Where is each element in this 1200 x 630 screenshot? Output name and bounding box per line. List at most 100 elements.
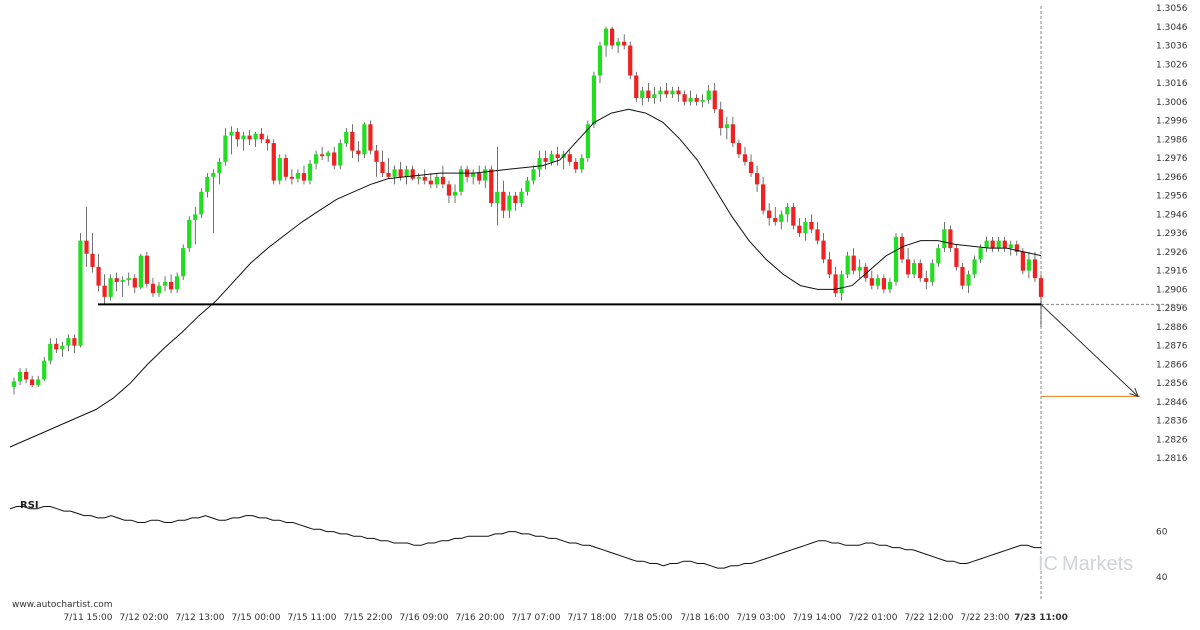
- candle-body: [803, 221, 808, 234]
- candle-body: [573, 161, 578, 170]
- candle-body: [549, 154, 554, 162]
- candle-body: [658, 90, 663, 95]
- candle-body: [295, 173, 301, 179]
- time-tick-label: 7/18 05:00: [623, 613, 672, 623]
- time-tick-label: 7/11 15:00: [63, 613, 112, 623]
- candlesticks: [11, 26, 1044, 395]
- price-tick-label: 1.2936: [1156, 229, 1188, 239]
- candle-body: [966, 274, 971, 286]
- candle-body: [241, 135, 246, 140]
- candle-body: [863, 266, 868, 279]
- candle-body: [235, 131, 240, 140]
- candle-body: [984, 240, 989, 249]
- candle-body: [283, 158, 288, 177]
- candle-body: [676, 90, 681, 95]
- candle-body: [634, 75, 639, 99]
- candle-body: [90, 253, 95, 267]
- candle-body: [223, 135, 228, 162]
- candle-body: [736, 143, 742, 155]
- candle-body: [730, 124, 736, 144]
- forecast-arrow-head: [1129, 387, 1139, 398]
- candle-body: [960, 266, 965, 286]
- candle-body: [1002, 240, 1007, 249]
- candle-body: [640, 90, 645, 99]
- candle-body: [265, 139, 270, 144]
- candle-body: [162, 281, 168, 286]
- price-tick-label: 1.2946: [1156, 210, 1188, 220]
- candle-body: [205, 176, 210, 192]
- price-axis: 1.3056 1.3046 1.3036 1.3026 1.3016 1.3006 1.29…: [1156, 4, 1188, 464]
- candle-body: [247, 135, 252, 140]
- candle-body: [446, 184, 452, 196]
- price-tick-label: 1.2996: [1156, 117, 1188, 127]
- candle-body: [948, 229, 953, 249]
- candle-body: [912, 263, 917, 275]
- candle-body: [579, 158, 584, 170]
- candle-body: [712, 90, 717, 110]
- candle-body: [875, 278, 881, 286]
- candle-body: [187, 219, 192, 249]
- candle-body: [42, 360, 47, 380]
- candle-body: [132, 278, 137, 288]
- candle-body: [905, 259, 911, 275]
- candle-body: [301, 173, 307, 181]
- candle-body: [332, 152, 337, 166]
- rsi-line: [9, 506, 1041, 569]
- candle-body: [785, 206, 790, 215]
- candle-body: [887, 281, 893, 290]
- candle-body: [471, 173, 476, 177]
- candle-body: [918, 263, 923, 279]
- rsi-label: RSI: [20, 500, 39, 511]
- candle-body: [253, 133, 258, 140]
- time-tick-label: 7/12 02:00: [119, 613, 168, 623]
- forecast-arrow-shaft: [1040, 304, 1139, 397]
- candle-body: [60, 345, 65, 350]
- candle-body: [416, 176, 421, 179]
- time-tick-label: 7/18 16:00: [680, 613, 729, 623]
- candle-body: [368, 124, 373, 151]
- candle-body: [181, 248, 186, 277]
- candle-body: [350, 131, 355, 151]
- candle-body: [398, 169, 403, 177]
- candle-body: [893, 236, 899, 282]
- candle-body: [108, 278, 113, 297]
- candle-body: [356, 150, 361, 155]
- candle-body: [936, 248, 941, 264]
- price-tick-label: 1.2866: [1156, 360, 1188, 370]
- candle-body: [168, 281, 174, 290]
- time-tick-label: 7/17 18:00: [567, 613, 616, 623]
- candle-body: [609, 28, 615, 46]
- candle-body: [688, 98, 693, 102]
- candle-body: [483, 169, 488, 181]
- candle-body: [489, 169, 494, 204]
- candle-body: [791, 206, 796, 226]
- time-tick-label: 7/22 23:00: [960, 613, 1009, 623]
- candle-body: [440, 176, 446, 185]
- rsi-tick-label: 60: [1156, 528, 1168, 538]
- candle-body: [507, 195, 512, 211]
- rsi-axis: 60 40: [1156, 528, 1168, 584]
- candle-body: [84, 240, 89, 254]
- candle-body: [851, 255, 856, 271]
- candle-body: [1014, 244, 1019, 252]
- price-tick-label: 1.3016: [1156, 79, 1188, 89]
- candle-body: [839, 274, 844, 294]
- candle-body: [754, 173, 760, 185]
- candle-body: [531, 169, 536, 181]
- candle-body: [1038, 278, 1044, 297]
- time-tick-label: 7/15 22:00: [343, 613, 392, 623]
- candle-body: [857, 266, 862, 271]
- price-tick-label: 1.3056: [1156, 4, 1188, 14]
- candle-body: [217, 161, 222, 174]
- candle-body: [724, 124, 729, 129]
- candle-body: [458, 169, 464, 192]
- candle-body: [815, 229, 820, 241]
- candle-body: [821, 240, 826, 260]
- price-tick-label: 1.2896: [1156, 304, 1188, 314]
- candle-body: [410, 169, 415, 179]
- price-tick-label: 1.2976: [1156, 154, 1188, 164]
- price-tick-label: 1.2986: [1156, 135, 1188, 145]
- candle-body: [277, 158, 282, 181]
- candle-body: [23, 371, 29, 380]
